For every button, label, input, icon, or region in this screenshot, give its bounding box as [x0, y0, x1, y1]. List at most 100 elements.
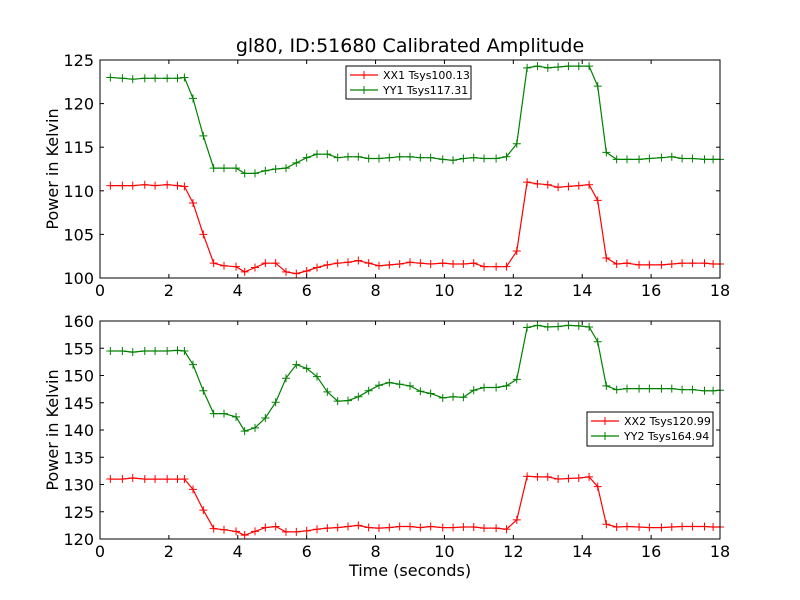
data-point — [323, 150, 332, 159]
data-point — [667, 523, 676, 532]
data-point — [602, 148, 611, 157]
data-point — [189, 199, 197, 208]
data-point — [220, 525, 228, 534]
data-point — [593, 196, 602, 205]
legend-marker — [360, 86, 368, 94]
y-tick-label: 125 — [63, 51, 94, 70]
data-point — [657, 523, 666, 532]
data-point — [657, 153, 666, 162]
data-point — [574, 473, 583, 482]
data-point — [128, 348, 137, 357]
data-point — [313, 150, 321, 159]
data-point — [449, 392, 458, 401]
data-point — [523, 472, 532, 481]
x-tick-label: 0 — [95, 542, 105, 561]
data-point — [512, 246, 521, 255]
data-point — [240, 427, 249, 436]
x-tick-label: 2 — [164, 281, 174, 300]
data-point — [416, 387, 425, 396]
data-point — [199, 386, 208, 395]
data-point — [173, 475, 182, 484]
data-point — [323, 387, 332, 396]
legend-box — [586, 411, 714, 447]
data-point — [543, 63, 552, 72]
data-point — [700, 155, 709, 164]
data-point — [333, 259, 342, 268]
data-point — [313, 525, 321, 534]
data-point — [564, 182, 573, 191]
data-point — [395, 380, 404, 389]
data-point — [292, 527, 301, 536]
data-point — [180, 475, 189, 484]
data-point — [118, 475, 127, 484]
data-point — [645, 384, 654, 393]
data-point — [344, 522, 352, 531]
data-point — [512, 139, 521, 148]
data-point — [106, 73, 115, 82]
y-tick-label: 120 — [63, 95, 94, 114]
data-point — [492, 262, 501, 271]
data-point — [302, 153, 311, 162]
data-point — [700, 522, 709, 531]
data-point — [189, 360, 197, 369]
data-point — [240, 169, 249, 178]
data-point — [426, 522, 435, 531]
data-point — [667, 260, 676, 269]
data-point — [449, 260, 458, 269]
x-axis-label: Time (seconds) — [348, 561, 471, 580]
y-tick-label: 100 — [63, 269, 94, 288]
legend-box — [345, 65, 472, 100]
data-point — [344, 258, 352, 267]
data-point — [469, 523, 478, 532]
data-point — [128, 181, 137, 190]
data-point — [459, 260, 468, 269]
data-point — [282, 164, 290, 173]
y-tick-label: 105 — [63, 225, 94, 244]
data-point — [406, 522, 414, 531]
data-point — [492, 383, 501, 392]
data-point — [533, 321, 542, 330]
data-point — [438, 523, 447, 532]
data-point — [438, 393, 447, 402]
data-point — [574, 181, 583, 190]
data-point — [700, 386, 709, 395]
data-point — [364, 259, 373, 268]
data-point — [199, 131, 208, 140]
data-point — [426, 153, 435, 162]
data-point — [354, 256, 363, 265]
data-point — [585, 322, 594, 331]
data-point — [385, 153, 394, 162]
data-point — [416, 523, 425, 532]
data-point — [523, 323, 532, 332]
data-point — [333, 397, 342, 406]
legend: XX1 Tsys100.13 YY1 Tsys117.31 — [345, 65, 472, 100]
data-point — [232, 262, 241, 271]
data-point — [574, 62, 583, 71]
x-tick-label: 18 — [710, 542, 730, 561]
data-point — [602, 381, 611, 390]
data-point — [323, 260, 332, 269]
data-point — [209, 164, 218, 173]
data-point — [667, 152, 676, 161]
data-point — [416, 259, 425, 268]
data-point — [220, 409, 228, 418]
data-point — [554, 475, 563, 484]
y-tick-label: 120 — [63, 530, 94, 549]
data-point — [554, 183, 563, 192]
data-point — [189, 94, 197, 103]
data-point — [645, 523, 654, 532]
legend-marker — [601, 432, 609, 440]
data-point — [251, 527, 259, 536]
data-point — [502, 525, 511, 534]
data-point — [533, 62, 542, 71]
data-point — [232, 164, 241, 173]
data-point — [585, 472, 594, 481]
data-point — [395, 522, 404, 531]
x-tick-label: 2 — [164, 542, 174, 561]
data-point — [333, 523, 342, 532]
data-point — [173, 346, 182, 355]
data-point — [449, 523, 458, 532]
data-point — [512, 375, 521, 384]
data-point — [480, 383, 489, 392]
y-tick-label: 150 — [63, 367, 94, 386]
